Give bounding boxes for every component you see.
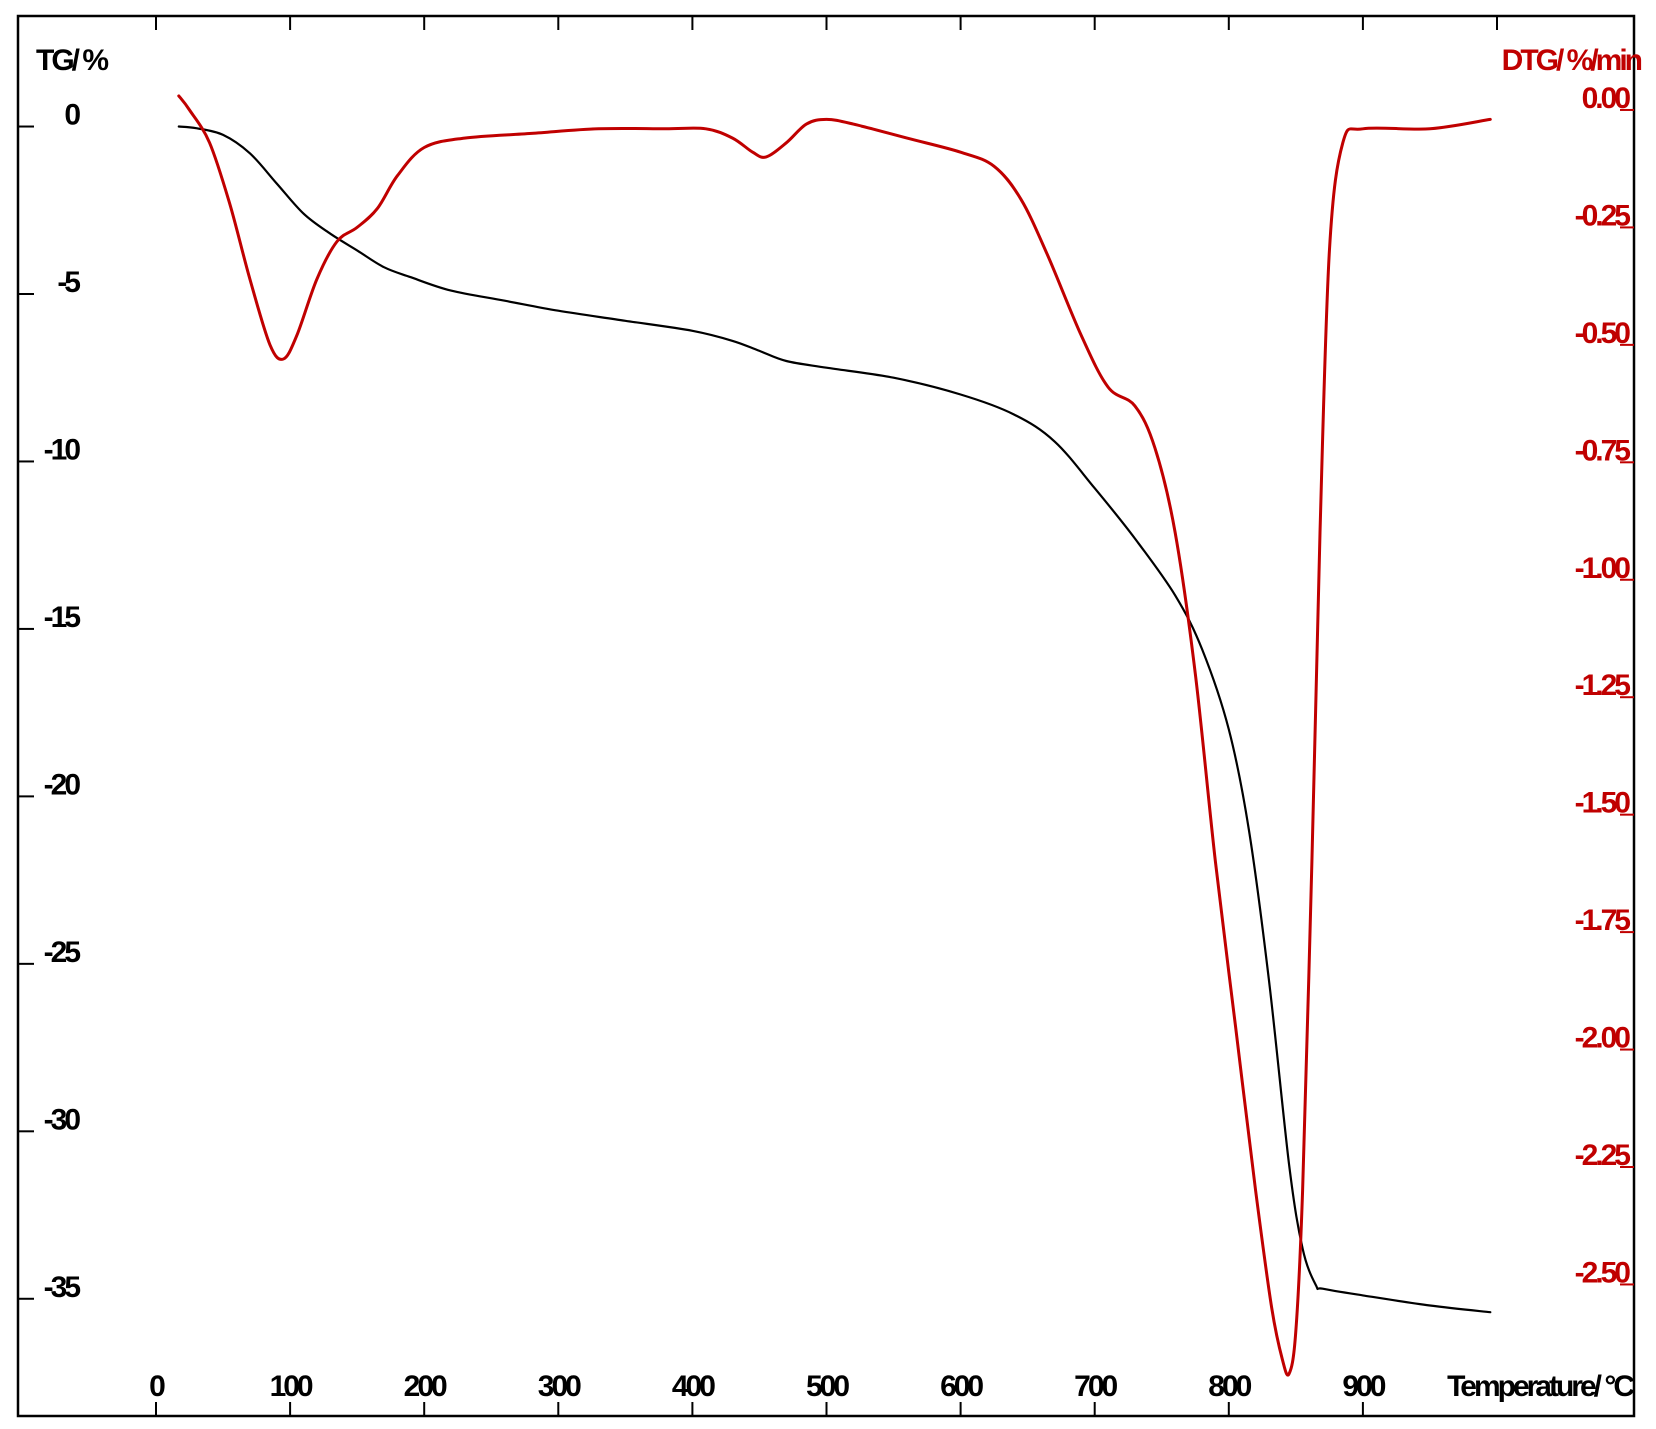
- dtg-tick-label: -0.75: [1575, 434, 1631, 467]
- x-tick-label: 0: [149, 1370, 165, 1403]
- dtg-axis-title: DTG/ %/min: [1502, 44, 1642, 77]
- tg-tick-label: -5: [57, 266, 80, 299]
- x-tick-label: 900: [1342, 1370, 1385, 1403]
- series-group: [177, 94, 1492, 1377]
- tg-axis: 0 -5 -10 -15 -20 -25 -30 -35: [18, 99, 83, 1304]
- tg-tick-label: -15: [44, 601, 81, 634]
- x-tick-label: 700: [1074, 1370, 1117, 1403]
- tg-tick-label: -35: [44, 1271, 81, 1304]
- plot-frame: [16, 14, 1636, 1418]
- dtg-tick-label: -1.50: [1575, 787, 1631, 820]
- dtg-tick-label: -1.25: [1575, 669, 1631, 702]
- dtg-tick-label: -1.00: [1575, 552, 1631, 585]
- dtg-tick-label: -2.00: [1575, 1022, 1631, 1055]
- tg-axis-title: TG/ %: [36, 44, 108, 77]
- tg-tick-label: -20: [44, 768, 81, 801]
- x-tick-label: 200: [404, 1370, 447, 1403]
- tg-tick-label: -30: [44, 1103, 81, 1136]
- x-axis-ticks: 0 100 200 300 400 500 600 700 800 900: [149, 16, 1498, 1416]
- tg-tick-label: -10: [44, 433, 81, 466]
- x-tick-label: 300: [538, 1370, 581, 1403]
- dtg-tick-label: 0.00: [1582, 82, 1631, 115]
- x-tick-label: 800: [1208, 1370, 1251, 1403]
- x-tick-label: 500: [806, 1370, 849, 1403]
- x-tick-label: 600: [940, 1370, 983, 1403]
- x-tick-label: 400: [672, 1370, 715, 1403]
- tg-tick-label: -25: [44, 936, 81, 969]
- dtg-tick-label: -0.25: [1575, 199, 1631, 232]
- dtg-tick-label: -0.50: [1575, 317, 1631, 350]
- tg-tick-label: 0: [64, 99, 80, 132]
- tg-curve: [177, 125, 1492, 1314]
- dtg-axis: 0.00 -0.25 -0.50 -0.75 -1.00 -1.25 -1.50 -1.75 -…: [1575, 82, 1634, 1289]
- x-tick-label: 100: [270, 1370, 313, 1403]
- dtg-tick-label: -1.75: [1575, 904, 1631, 937]
- dtg-tick-label: -2.25: [1575, 1139, 1631, 1172]
- dtg-curve: [177, 94, 1492, 1377]
- x-axis-title: Temperature/ °C: [1447, 1370, 1634, 1403]
- dtg-tick-label: -2.50: [1575, 1256, 1631, 1289]
